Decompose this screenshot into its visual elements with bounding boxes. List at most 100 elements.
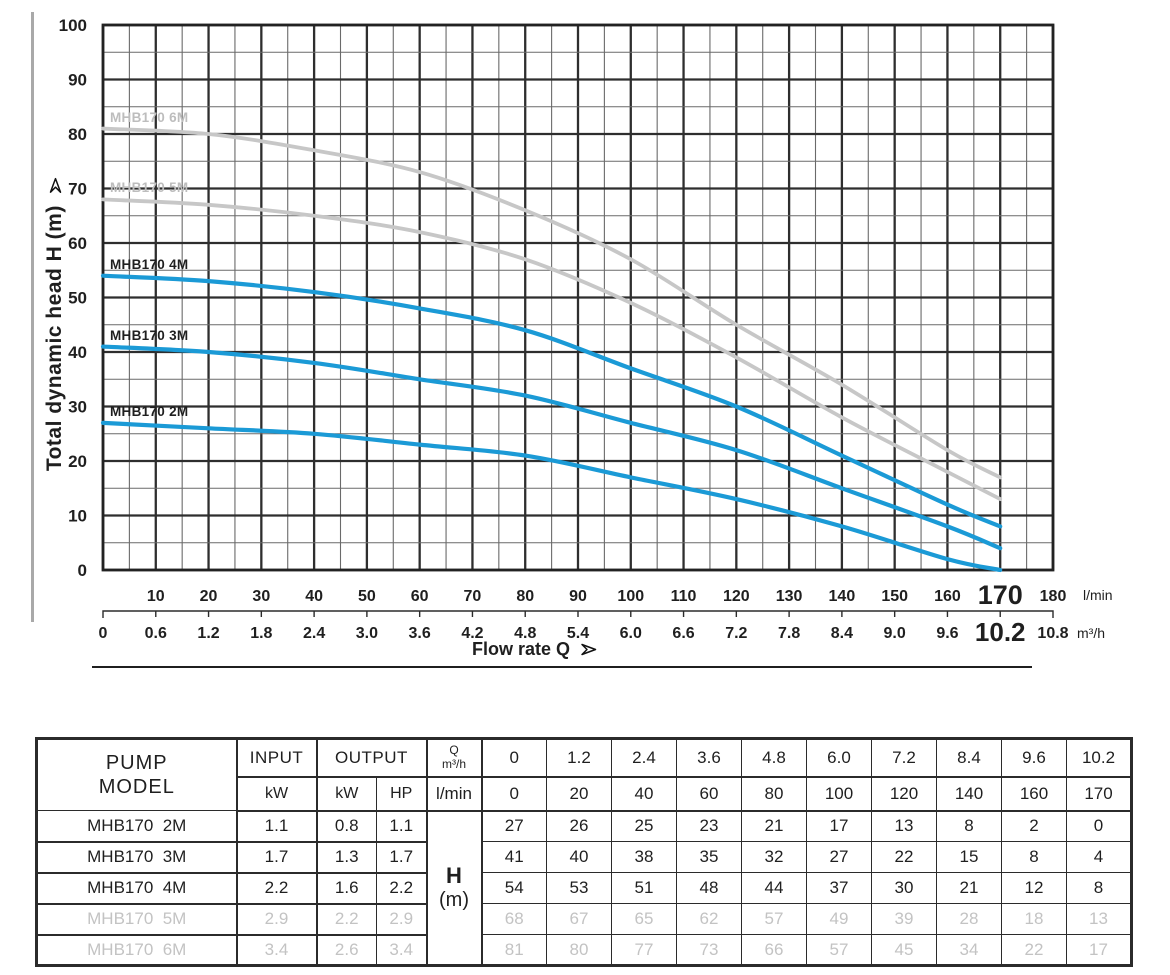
right-arrow-icon [581, 643, 597, 656]
x-unit-lmin: l/min [1083, 587, 1113, 603]
h-value-cell: 80 [546, 934, 612, 966]
x-tick-lmin: 60 [411, 588, 429, 605]
x-tick-lmin: 100 [617, 588, 644, 605]
q-unit-bottom: l/min [425, 776, 482, 812]
h-value-cell: 27 [806, 841, 872, 873]
x-unit-m3h: m³/h [1077, 625, 1105, 641]
y-axis-title-text: Total dynamic head H (m) [43, 205, 66, 472]
flow-lmin-cell: 20 [546, 776, 612, 812]
h-value-cell: 81 [480, 934, 547, 966]
flow-lmin-cell: 60 [676, 776, 742, 812]
pump-model-line1: PUMP [105, 752, 168, 774]
x-tick-m3h: 6.6 [672, 625, 694, 642]
h-value-cell: 21 [936, 872, 1002, 904]
table-row: MHB170 6M 3.4 2.6 3.4 81 80 77 73 66 57 45 34 22 17 [36, 934, 1132, 966]
x-tick-m3h: 4.2 [461, 625, 483, 642]
pump-model-line2: MODEL [98, 776, 175, 798]
x-tick-lmin: 30 [252, 588, 270, 605]
model-cell: MHB170 3M [36, 841, 237, 874]
h-value-cell: 4 [1066, 841, 1132, 873]
h-unit: (m) [439, 889, 469, 912]
output-kw-cell: 1.3 [315, 841, 377, 874]
flow-m3h-cell: 7.2 [871, 738, 937, 778]
x-tick-lmin: 130 [776, 588, 803, 605]
h-value-cell: 13 [1066, 903, 1132, 935]
h-value-cell: 2 [1001, 810, 1067, 842]
h-label: H [446, 863, 462, 889]
y-tick-label: 80 [68, 125, 87, 144]
h-value-cell: 8 [1066, 872, 1132, 904]
h-m-header: H (m) [425, 810, 482, 966]
x-tick-m3h: 10.2 [975, 617, 1026, 647]
h-value-cell: 23 [676, 810, 742, 842]
y-tick-label: 90 [68, 71, 87, 90]
h-value-cell: 49 [806, 903, 872, 935]
pump-model-header: PUMP MODEL [36, 738, 237, 811]
flow-m3h-cell: 3.6 [676, 738, 742, 778]
flow-m3h-cell: 6.0 [806, 738, 872, 778]
h-value-cell: 15 [936, 841, 1002, 873]
curve-mhb170-4m [100, 273, 1003, 529]
output-kw-unit: kW [315, 776, 377, 812]
model-cell: MHB170 6M [36, 934, 237, 966]
h-value-cell: 34 [936, 934, 1002, 966]
x-tick-lmin: 180 [1040, 588, 1067, 605]
x-tick-m3h: 6.0 [620, 625, 642, 642]
input-header: INPUT [235, 738, 317, 778]
input-kw-cell: 1.7 [235, 841, 317, 874]
flow-m3h-cell: 1.2 [546, 738, 612, 778]
curve-label: MHB170 3M [110, 327, 189, 343]
x-axis-title: Flow rate Q [472, 639, 597, 660]
h-value-cell: 37 [806, 872, 872, 904]
flow-lmin-cell: 80 [741, 776, 807, 812]
h-value-cell: 73 [676, 934, 742, 966]
x-tick-m3h: 5.4 [567, 625, 589, 642]
x-tick-lmin: 70 [464, 588, 482, 605]
y-axis-title: Total dynamic head H (m) [43, 177, 67, 471]
h-value-cell: 22 [871, 841, 937, 873]
model-cell: MHB170 2M [36, 810, 237, 843]
output-kw-cell: 0.8 [315, 810, 377, 843]
output-kw-cell: 1.6 [315, 872, 377, 905]
y-tick-label: 100 [59, 16, 87, 35]
output-kw-cell: 2.6 [315, 934, 377, 966]
output-hp-cell: 3.4 [376, 934, 427, 966]
x-tick-lmin: 170 [978, 580, 1023, 610]
x-tick-lmin: 150 [881, 588, 908, 605]
output-hp-cell: 1.7 [376, 841, 427, 874]
model-cell: MHB170 4M [36, 872, 237, 905]
x-tick-lmin: 40 [305, 588, 323, 605]
h-value-cell: 17 [1066, 934, 1132, 966]
h-value-cell: 27 [480, 810, 547, 842]
model-cell: MHB170 5M [36, 903, 237, 936]
curve-label: MHB170 5M [110, 180, 189, 196]
output-kw-cell: 2.2 [315, 903, 377, 936]
curve-mhb170-6m [101, 126, 1003, 480]
up-arrow-icon [49, 177, 62, 193]
h-value-cell: 18 [1001, 903, 1067, 935]
curve-label: MHB170 2M [110, 403, 189, 419]
input-kw-cell: 2.2 [235, 872, 317, 905]
y-tick-label: 60 [68, 234, 87, 253]
h-value-cell: 57 [741, 903, 807, 935]
x-tick-lmin: 90 [569, 588, 587, 605]
output-header: OUTPUT [315, 738, 427, 778]
x-tick-m3h: 9.6 [936, 625, 958, 642]
x-tick-m3h: 3.6 [409, 625, 431, 642]
h-value-cell: 57 [806, 934, 872, 966]
left-accent-bar [31, 12, 34, 622]
h-value-cell: 77 [611, 934, 677, 966]
h-value-cell: 21 [741, 810, 807, 842]
flow-m3h-cell: 2.4 [611, 738, 677, 778]
input-kw-unit: kW [235, 776, 317, 812]
output-hp-unit: HP [376, 776, 427, 812]
x-tick-lmin: 160 [934, 588, 961, 605]
y-tick-label: 20 [68, 452, 87, 471]
y-tick-label: 0 [78, 561, 87, 580]
table-row: MHB170 3M 1.7 1.3 1.7 41 40 38 35 32 27 22 15 8 4 [36, 841, 1132, 874]
x-axis-title-text: Flow rate Q [472, 639, 571, 659]
y-tick-label: 70 [68, 180, 87, 199]
